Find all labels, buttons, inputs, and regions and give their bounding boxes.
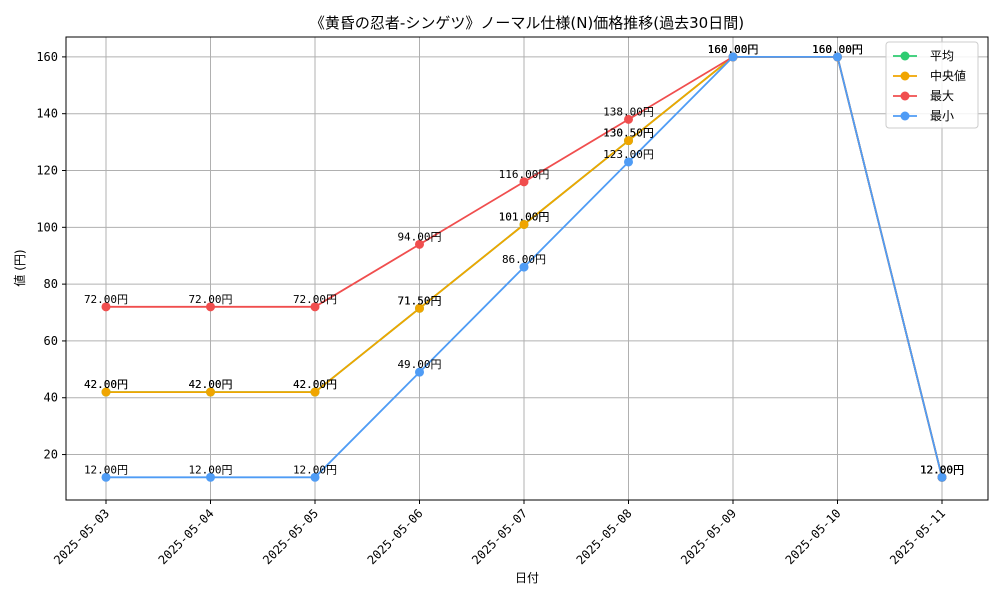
data-point xyxy=(937,472,947,482)
y-tick-label: 120 xyxy=(36,164,58,178)
legend-box xyxy=(885,41,979,129)
data-label: 123.00円 xyxy=(603,148,654,161)
data-point xyxy=(624,114,633,124)
data-label: 160.00円 xyxy=(708,43,759,56)
data-label: 94.00円 xyxy=(397,230,441,243)
y-tick-label: 160 xyxy=(36,50,58,64)
data-label: 12.00円 xyxy=(920,463,964,476)
data-label: 160.00円 xyxy=(812,43,863,56)
data-labels: 42.00円 42.00円 42.00円 71.50円 101.00円 130.50円 16… xyxy=(84,43,964,476)
data-label: 116.00円 xyxy=(499,168,550,181)
data-label: 160.00円 xyxy=(812,43,863,56)
data-label: 160.00円 xyxy=(812,43,863,56)
data-label: 160.00円 xyxy=(708,43,759,56)
data-point xyxy=(833,52,842,62)
data-label: 160.00円 xyxy=(708,43,759,56)
y-tick-label: 100 xyxy=(36,220,58,234)
data-point xyxy=(310,302,320,312)
data-point xyxy=(415,239,424,249)
data-point xyxy=(415,303,424,313)
data-label: 42.00円 xyxy=(188,378,232,391)
data-point xyxy=(206,302,215,312)
y-tick-label: 80 xyxy=(44,277,58,291)
data-label: 42.00円 xyxy=(84,378,128,391)
y-axis-ticks: 20 40 60 80 100 120 140 160 xyxy=(36,50,66,462)
legend-label: 最大 xyxy=(930,89,954,103)
data-label: 12.00円 xyxy=(84,463,128,476)
data-point xyxy=(519,262,529,272)
data-point xyxy=(728,52,738,62)
data-label: 71.50円 xyxy=(397,294,441,307)
legend-marker xyxy=(900,51,910,61)
legend-marker xyxy=(900,111,910,121)
data-label: 130.50円 xyxy=(603,127,654,140)
data-point xyxy=(624,136,633,146)
y-tick-label: 60 xyxy=(44,334,58,348)
legend-label: 最小 xyxy=(930,109,954,123)
data-label: 138.00円 xyxy=(603,105,654,118)
data-point xyxy=(519,177,529,187)
data-point xyxy=(101,472,111,482)
data-point xyxy=(101,302,111,312)
y-tick-label: 140 xyxy=(36,107,58,121)
data-label: 130.50円 xyxy=(603,127,654,140)
data-point xyxy=(101,387,111,397)
data-point xyxy=(206,472,215,482)
series-points xyxy=(101,52,947,482)
data-label: 160.00円 xyxy=(812,43,863,56)
data-label: 71.50円 xyxy=(397,294,441,307)
legend-label: 中央値 xyxy=(930,68,966,83)
data-label: 42.00円 xyxy=(293,378,337,391)
data-label: 12.00円 xyxy=(920,463,964,476)
data-label: 101.00円 xyxy=(499,210,550,223)
data-point xyxy=(519,219,529,229)
data-point xyxy=(310,472,320,482)
data-label: 72.00円 xyxy=(293,293,337,306)
legend-marker xyxy=(900,91,910,101)
data-label: 12.00円 xyxy=(920,463,964,476)
data-label: 49.00円 xyxy=(397,358,441,371)
data-point xyxy=(415,367,424,377)
data-point xyxy=(624,157,633,167)
data-label: 72.00円 xyxy=(188,293,232,306)
legend-marker xyxy=(900,71,910,81)
data-label: 42.00円 xyxy=(84,378,128,391)
legend-label: 平均 xyxy=(930,49,954,63)
data-label: 12.00円 xyxy=(293,463,337,476)
data-label: 86.00円 xyxy=(502,253,546,266)
y-tick-label: 40 xyxy=(44,391,58,405)
data-label: 42.00円 xyxy=(293,378,337,391)
y-tick-label: 20 xyxy=(44,448,58,462)
chart-title: 《黄昏の忍者-シンゲツ》ノーマル仕様(N)価格推移(過去30日間) xyxy=(310,14,744,32)
data-label: 101.00円 xyxy=(499,210,550,223)
data-label: 160.00円 xyxy=(708,43,759,56)
data-label: 12.00円 xyxy=(920,463,964,476)
data-label: 72.00円 xyxy=(84,293,128,306)
y-axis-title: 値 (円) xyxy=(12,249,27,286)
data-label: 42.00円 xyxy=(188,378,232,391)
data-label: 12.00円 xyxy=(188,463,232,476)
data-point xyxy=(206,387,215,397)
plot-frame xyxy=(65,36,989,501)
data-point xyxy=(310,387,320,397)
x-axis-title: 日付 xyxy=(515,571,539,585)
